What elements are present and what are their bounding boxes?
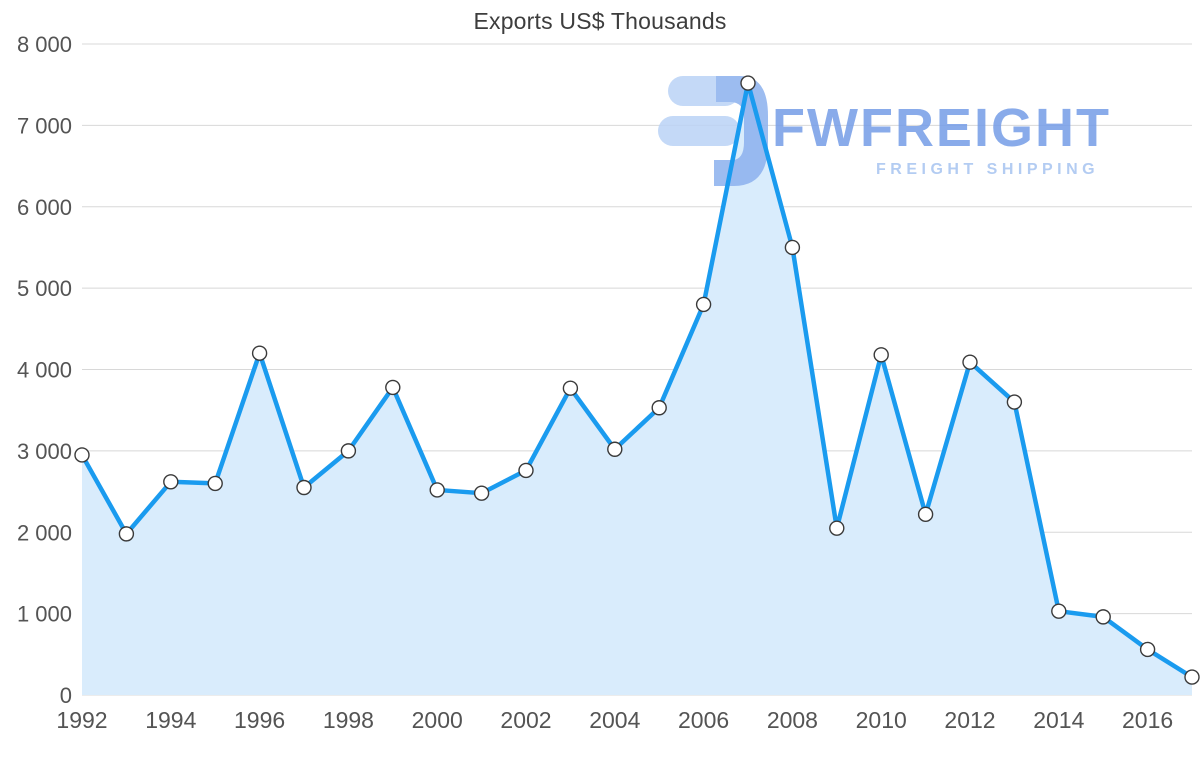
data-point-marker [607, 441, 623, 457]
data-point-marker [873, 347, 889, 363]
x-tick-label: 2002 [500, 707, 551, 733]
data-point-marker [473, 485, 490, 501]
y-tick-label: 2 000 [17, 520, 72, 545]
y-tick-label: 7 000 [17, 113, 72, 138]
data-point-marker [1184, 669, 1200, 685]
x-tick-label: 2016 [1122, 707, 1173, 733]
x-tick-label: 2008 [767, 707, 818, 733]
data-point-marker [251, 345, 268, 361]
y-tick-label: 4 000 [17, 358, 72, 383]
data-point-marker [1051, 603, 1067, 619]
x-axis-labels: 1992 1994 1996 1998 2000 2002 2004 2006 2008 2010… [56, 707, 1173, 733]
data-point-marker [962, 354, 978, 370]
data-point-marker [163, 474, 179, 490]
x-tick-label: 1996 [234, 707, 285, 733]
y-tick-label: 6 000 [17, 195, 72, 220]
data-point-marker [207, 475, 223, 492]
watermark-brand: FWFREIGHT [772, 98, 1111, 158]
data-point-marker [340, 443, 357, 459]
data-point-marker [1006, 394, 1023, 410]
data-point-marker [784, 239, 801, 256]
data-point-marker [1095, 609, 1111, 625]
data-point-marker [651, 400, 667, 416]
x-tick-label: 2014 [1033, 707, 1084, 733]
data-point-marker [917, 506, 934, 523]
data-point-marker [1139, 641, 1156, 658]
data-point-marker [695, 296, 712, 313]
x-tick-label: 1992 [56, 707, 107, 733]
data-point-markers [74, 75, 1200, 685]
data-point-marker [74, 447, 90, 463]
data-point-marker [429, 482, 445, 498]
data-point-marker [385, 379, 401, 396]
y-tick-label: 0 [60, 683, 72, 708]
y-tick-label: 5 000 [17, 276, 72, 301]
x-tick-label: 2004 [589, 707, 640, 733]
watermark: FWFREIGHT FREIGHT SHIPPING [658, 76, 1111, 186]
y-tick-label: 8 000 [17, 32, 72, 57]
x-tick-label: 2012 [944, 707, 995, 733]
data-point-marker [740, 75, 756, 91]
y-axis-labels: 0 1 000 2 000 3 000 4 000 5 000 6 000 7 000 8 00… [17, 32, 72, 708]
data-point-marker [518, 462, 534, 479]
chart-title: Exports US$ Thousands [473, 8, 727, 34]
area-fill [82, 83, 1192, 695]
data-point-marker [296, 479, 312, 496]
x-tick-label: 1998 [323, 707, 374, 733]
x-tick-label: 1994 [145, 707, 196, 733]
data-point-marker [562, 380, 579, 396]
x-tick-label: 2010 [856, 707, 907, 733]
x-tick-label: 2000 [412, 707, 463, 733]
data-point-marker [118, 526, 135, 542]
y-tick-label: 1 000 [17, 602, 72, 627]
watermark-tagline: FREIGHT SHIPPING [876, 161, 1099, 178]
series-line [79, 80, 1195, 680]
data-point-marker [829, 520, 845, 536]
x-tick-label: 2006 [678, 707, 729, 733]
y-tick-label: 3 000 [17, 439, 72, 464]
